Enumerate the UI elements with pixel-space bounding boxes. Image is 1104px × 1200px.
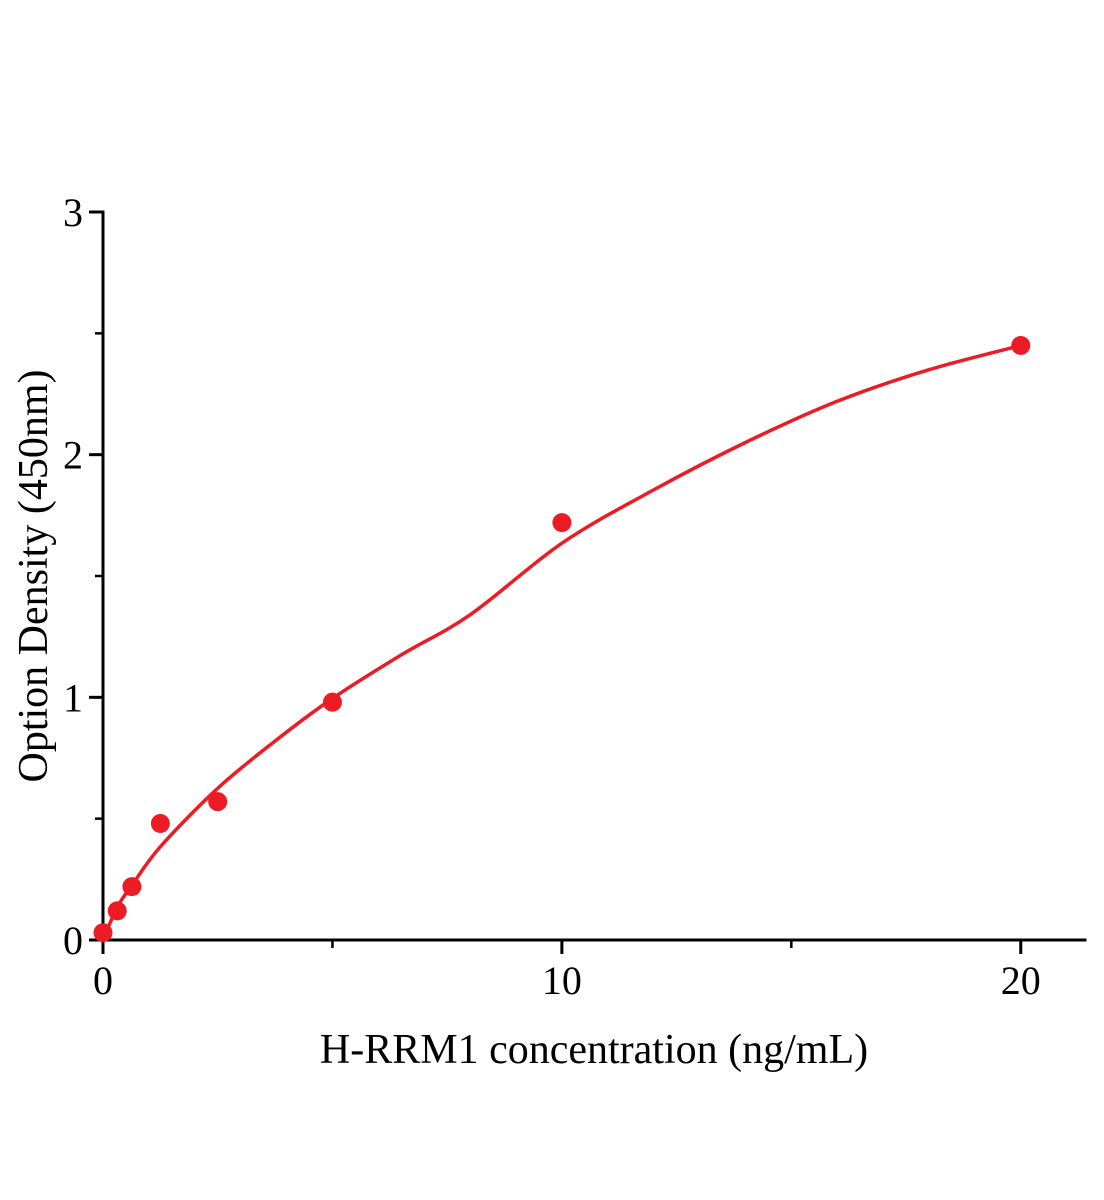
x-tick-label: 0 (93, 958, 113, 1003)
x-tick-label: 10 (542, 958, 582, 1003)
y-tick-label: 3 (63, 190, 83, 235)
x-tick-label: 20 (1001, 958, 1041, 1003)
y-axis-title: Option Density (450nm) (11, 369, 57, 783)
data-point (150, 814, 170, 834)
data-point (322, 692, 342, 712)
y-tick-label: 1 (63, 675, 83, 720)
data-point (93, 923, 113, 943)
fit-curve (101, 343, 1023, 942)
data-point (552, 513, 572, 533)
y-tick-label: 0 (63, 918, 83, 963)
axes (101, 210, 1087, 942)
data-point (107, 901, 127, 921)
data-point (122, 877, 142, 897)
data-point (208, 792, 228, 812)
x-axis-title: H-RRM1 concentration (ng/mL) (319, 1027, 869, 1073)
data-point (1011, 335, 1031, 355)
y-tick-label: 2 (63, 433, 83, 478)
